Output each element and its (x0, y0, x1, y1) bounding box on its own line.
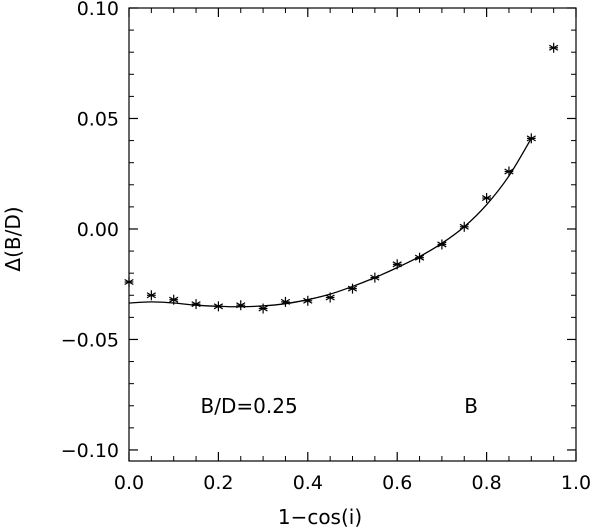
data-point (191, 299, 201, 310)
y-axis-label: Δ(B/D) (1, 206, 25, 271)
data-point (303, 295, 313, 306)
data-point (504, 166, 514, 177)
data-point (258, 303, 268, 314)
x-tick-label: 0.6 (382, 472, 412, 494)
x-axis-label: 1−cos(i) (278, 505, 362, 529)
annotation-text: B (464, 394, 478, 418)
tick-labels: 0.0 0.2 0.4 0.6 0.8 1.0 −0.10 −0.05 0.00 0.05 0.10 (61, 0, 591, 494)
data-point (124, 277, 134, 288)
x-tick-label: 0.4 (293, 472, 323, 494)
plot-frame (128, 7, 577, 462)
x-tick-label: 0.0 (114, 472, 144, 494)
annotation-text: B/D=0.25 (201, 394, 298, 418)
y-tick-label: 0.10 (77, 0, 119, 20)
data-point (347, 283, 358, 294)
data-point (437, 239, 447, 250)
y-tick-label: −0.10 (61, 440, 119, 462)
data-point (549, 42, 559, 53)
data-point (414, 252, 425, 263)
plot-border (128, 7, 577, 462)
data-point (146, 290, 156, 301)
axis-ticks (128, 7, 577, 461)
fit-line-layer (128, 138, 532, 308)
data-point (236, 300, 246, 311)
fit-curve (128, 138, 532, 308)
data-points (124, 42, 559, 314)
data-point (169, 294, 179, 305)
y-tick-label: 0.05 (77, 108, 119, 130)
y-tick-label: −0.05 (61, 329, 119, 351)
data-point (213, 301, 224, 312)
y-tick-label: 0.00 (77, 219, 119, 241)
data-point (280, 296, 291, 307)
data-point (325, 292, 335, 303)
x-tick-label: 1.0 (561, 472, 591, 494)
data-point (481, 193, 492, 204)
data-point (392, 259, 402, 270)
x-tick-label: 0.2 (203, 472, 233, 494)
data-point (370, 272, 380, 283)
data-point (459, 221, 469, 232)
annotations: B/D=0.25 B (201, 394, 478, 418)
x-tick-label: 0.8 (471, 472, 501, 494)
data-point (526, 133, 536, 144)
